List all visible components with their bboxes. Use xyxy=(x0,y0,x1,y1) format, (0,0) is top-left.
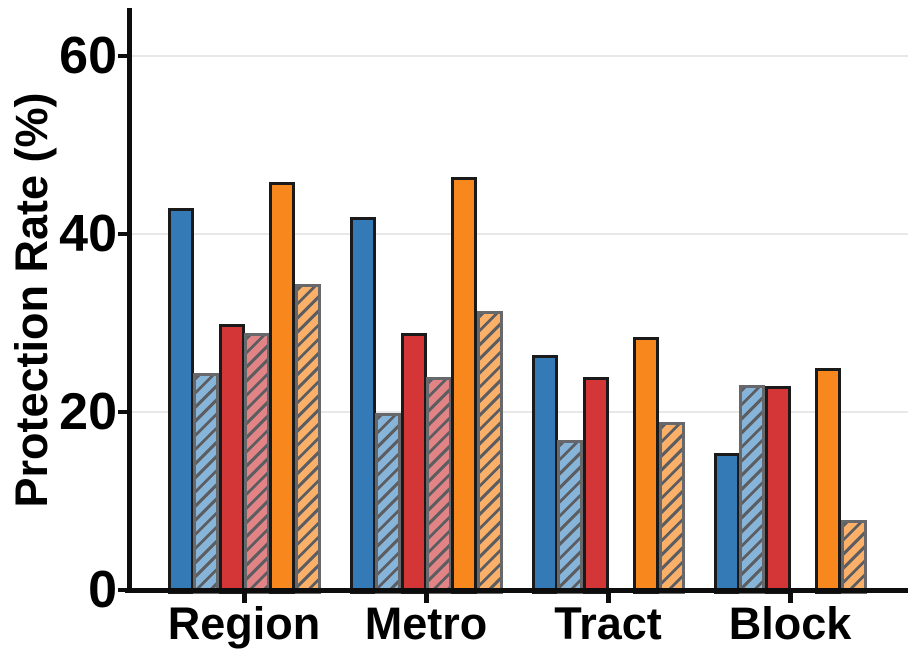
gridline xyxy=(132,233,908,235)
x-axis-spine xyxy=(125,588,908,593)
bar-blue-solid-block xyxy=(714,453,740,594)
bar-orange-solid-tract xyxy=(633,337,659,594)
y-tick-label: 0 xyxy=(88,561,117,619)
bar-blue-solid-region xyxy=(168,208,194,594)
y-axis-title: Protection Rate (%) xyxy=(6,92,57,508)
x-tick xyxy=(242,593,247,603)
bar-red-solid-region xyxy=(219,324,245,594)
bar-orange-solid-region xyxy=(269,182,295,594)
bar-blue-hatched-region xyxy=(193,373,219,594)
bar-blue-hatched-tract xyxy=(557,440,583,594)
bar-blue-hatched-metro xyxy=(375,413,401,594)
bar-red-hatched-metro xyxy=(426,377,452,594)
bar-orange-hatched-metro xyxy=(477,311,503,594)
y-tick xyxy=(118,232,127,236)
x-axis-label: Block xyxy=(728,598,852,649)
y-tick xyxy=(118,588,127,592)
x-tick xyxy=(424,593,429,603)
y-tick-label: 40 xyxy=(59,205,117,263)
x-axis-label: Metro xyxy=(364,598,488,649)
bar-red-solid-tract xyxy=(583,377,609,594)
bar-blue-solid-metro xyxy=(350,217,376,594)
bar-blue-hatched-block xyxy=(739,385,765,594)
x-axis-label: Region xyxy=(167,598,321,649)
y-tick xyxy=(118,410,127,414)
bar-red-solid-block xyxy=(765,386,791,594)
gridline xyxy=(132,411,908,413)
bar-red-solid-metro xyxy=(401,333,427,594)
y-tick-label: 60 xyxy=(59,27,117,85)
bar-orange-hatched-block xyxy=(841,520,867,594)
bar-orange-solid-block xyxy=(815,368,841,594)
bar-red-hatched-region xyxy=(244,333,270,594)
x-axis-label: Tract xyxy=(554,598,662,649)
y-axis-spine xyxy=(127,8,132,593)
bar-orange-hatched-tract xyxy=(659,422,685,594)
gridline xyxy=(132,55,908,57)
y-tick xyxy=(118,54,127,58)
y-tick-label: 20 xyxy=(59,383,117,441)
x-tick xyxy=(606,593,611,603)
bar-orange-solid-metro xyxy=(451,177,477,594)
x-tick xyxy=(788,593,793,603)
bar-orange-hatched-region xyxy=(295,284,321,594)
bar-blue-solid-tract xyxy=(532,355,558,594)
